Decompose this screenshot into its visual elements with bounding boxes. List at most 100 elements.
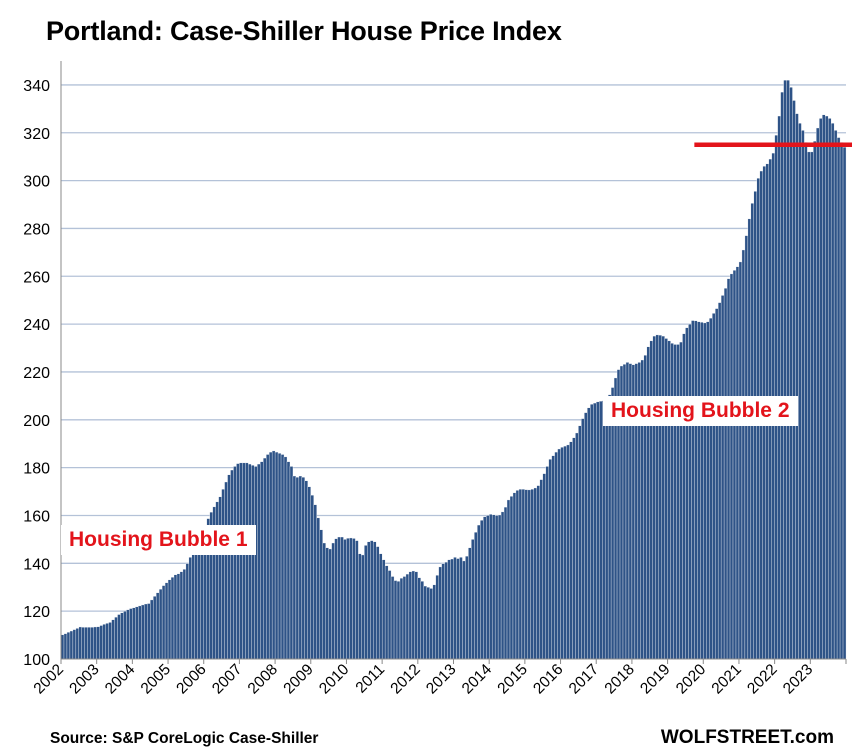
bar [99,625,103,660]
bar [141,604,145,660]
bar [792,100,796,660]
bar [489,514,493,660]
bar [542,473,546,660]
bar [465,555,469,660]
bar [444,561,448,660]
bar [310,494,314,660]
bar [679,341,683,660]
bar [813,140,817,660]
bar [783,79,787,660]
bar [486,515,490,660]
bar [732,270,737,660]
bar [673,344,677,660]
y-tick-label: 180 [23,461,50,478]
bar [263,457,267,660]
bar [227,474,231,660]
bar [307,486,311,660]
x-tick-labels: 2002 2003 2004 2005 2006 2007 2008 2009 2010 2011… [31,661,817,698]
bar [117,614,121,660]
bar [245,462,249,660]
bar [780,91,784,660]
bar [676,344,680,660]
x-tick-label: 2012 [387,661,423,697]
bar [384,565,389,660]
x-tick-label: 2013 [423,661,459,697]
bar [819,118,823,660]
bar [497,514,502,660]
bar [221,488,225,660]
bar [254,466,258,660]
bar [248,463,252,660]
x-tick-label: 2009 [280,661,316,697]
bar [453,557,457,660]
bar [539,479,543,660]
bar [364,545,368,660]
bar [242,462,246,660]
bar [399,577,404,660]
x-tick-label: 2019 [637,661,673,697]
bar [536,485,540,660]
bar [349,537,353,660]
bar [524,489,529,660]
bar [176,573,181,660]
bar [378,553,383,660]
bar [688,323,692,660]
bar [280,454,285,660]
bar [468,547,472,660]
bar [557,448,561,660]
bar [548,459,552,660]
bar [319,529,323,660]
bar [566,444,570,660]
bar [197,538,201,660]
bar [274,451,279,660]
bar [414,571,419,660]
bar [593,402,597,660]
bar [111,619,115,660]
bar [129,608,133,660]
bar [720,295,725,660]
bar [322,542,326,660]
bar [328,548,332,660]
bar [578,425,582,660]
x-tick-label: 2022 [744,661,780,697]
bar [515,490,520,660]
bar [126,609,130,660]
annotation-housing-bubble-2: Housing Bubble 2 [603,396,798,426]
bar [298,475,303,660]
bar [334,538,338,660]
bar [411,570,416,660]
bar [390,576,395,660]
bar [358,553,362,660]
bar [723,288,728,660]
y-tick-label: 220 [23,365,50,382]
bar [236,463,240,660]
bar [295,477,300,660]
bar [735,266,740,660]
bar [703,322,707,660]
bar [596,401,600,660]
y-tick-label: 280 [23,221,50,238]
bar [268,451,273,660]
bar [218,496,222,660]
bar [167,579,172,660]
bar [747,218,752,660]
annotation-housing-bubble-1: Housing Bubble 1 [61,525,256,555]
y-tick-labels: 100 120 140 160 180 200 220 240 260 280 300 320 340 [23,78,50,669]
bar [726,278,731,660]
bar [512,492,517,660]
bar [563,445,567,660]
bar [158,588,163,660]
bar [646,346,650,660]
bar [352,538,356,660]
x-tick-label: 2015 [494,661,530,697]
bar [584,412,588,660]
bar [655,334,659,660]
bar [283,456,288,660]
chart-title: Portland: Case-Shiller House Price Index [46,16,562,46]
bar [447,559,451,660]
bar [408,571,413,660]
bar [87,627,91,660]
bar [649,340,653,660]
bar [777,115,781,660]
